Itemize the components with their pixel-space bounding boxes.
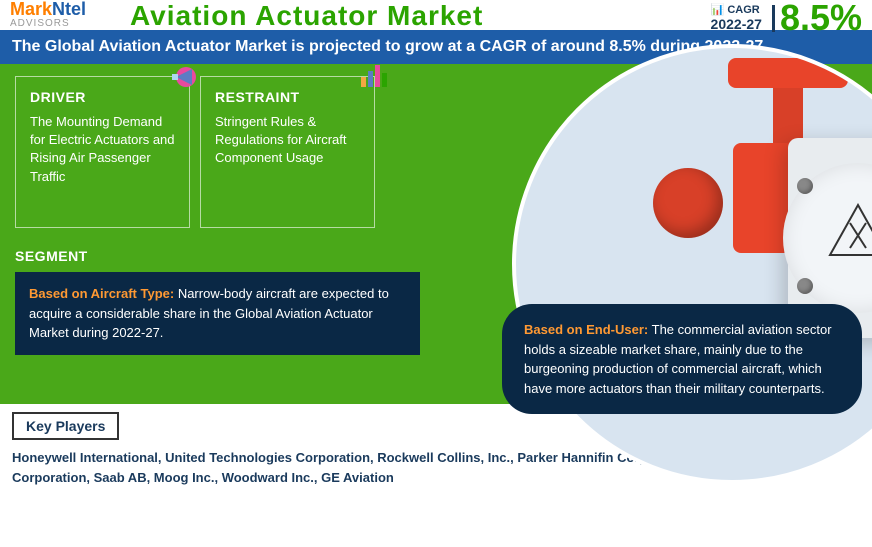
driver-title: DRIVER	[30, 89, 175, 105]
restraint-text: Stringent Rules & Regulations for Aircra…	[215, 113, 360, 168]
logo-mark: Mark	[10, 0, 52, 19]
key-players-heading: Key Players	[12, 412, 119, 440]
page-title: Aviation Actuator Market	[130, 0, 711, 32]
bar-chart-icon	[359, 59, 389, 89]
cagr-label: 📊 CAGR	[711, 5, 762, 16]
cagr-period-block: 📊 CAGR 2022-27	[711, 5, 775, 32]
cagr-label-text: CAGR	[727, 4, 759, 16]
driver-text: The Mounting Demand for Electric Actuato…	[30, 113, 175, 186]
valve-cap	[653, 168, 723, 238]
cagr-value: 8.5%	[780, 0, 862, 36]
header: MarkNtel ADVISORS Aviation Actuator Mark…	[0, 0, 872, 30]
logo-subtext: ADVISORS	[10, 18, 130, 29]
megaphone-icon	[164, 59, 204, 99]
cagr-indicator: 📊 CAGR 2022-27 8.5%	[711, 0, 862, 36]
cagr-period: 2022-27	[711, 16, 762, 32]
main-content: DRIVER The Mounting Demand for Electric …	[0, 64, 872, 404]
actuator-illustration	[516, 48, 872, 480]
segment-label: Based on Aircraft Type:	[29, 286, 174, 301]
restraint-title: RESTRAINT	[215, 89, 360, 105]
product-photo	[512, 44, 872, 484]
logo-text: MarkNtel	[10, 0, 130, 18]
driver-box: DRIVER The Mounting Demand for Electric …	[15, 76, 190, 228]
restraint-box: RESTRAINT Stringent Rules & Regulations …	[200, 76, 375, 228]
end-user-box: Based on End-User: The commercial aviati…	[502, 304, 862, 414]
bolt-icon	[797, 178, 813, 194]
logo: MarkNtel ADVISORS	[10, 0, 130, 29]
warning-triangle-icon	[828, 203, 872, 258]
logo-ntel: Ntel	[52, 0, 86, 19]
valve-handle	[728, 58, 848, 88]
end-user-label: Based on End-User:	[524, 322, 648, 337]
segment-box: Based on Aircraft Type: Narrow-body airc…	[15, 272, 420, 355]
bolt-icon	[797, 278, 813, 294]
